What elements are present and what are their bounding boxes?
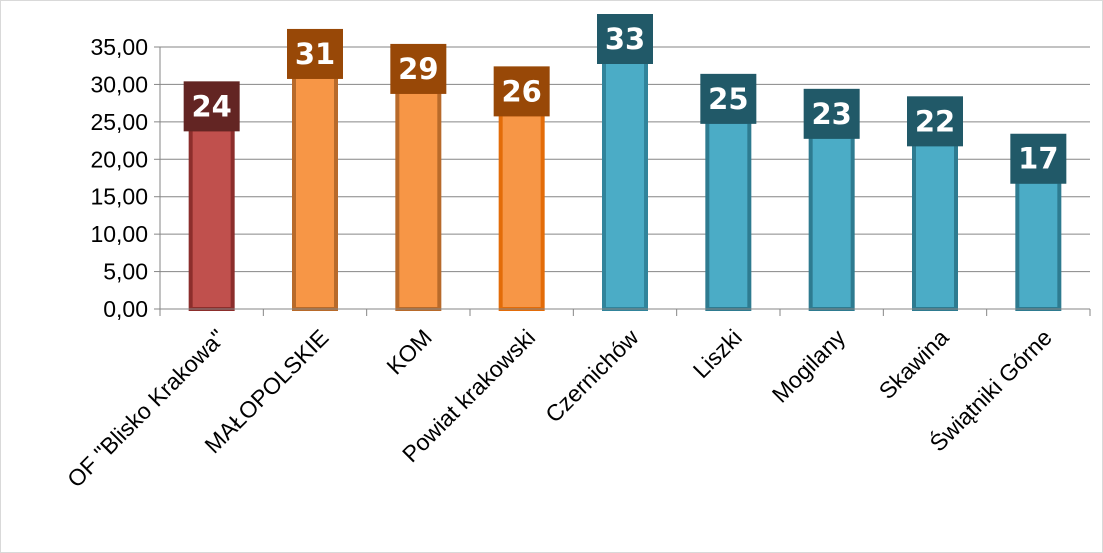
bar-2 [395, 89, 442, 311]
data-label-3: 26 [501, 74, 541, 108]
y-tick-label-3: 15,00 [90, 184, 148, 210]
data-label-2: 29 [398, 52, 438, 86]
data-label-box-1 [287, 28, 343, 79]
data-label-box-6 [803, 88, 860, 139]
data-label-8: 17 [1018, 142, 1058, 176]
y-tick-label-1: 5,00 [103, 259, 148, 285]
bar-6 [808, 134, 855, 311]
data-label-box-3 [493, 66, 550, 117]
data-label-box-5 [700, 73, 757, 124]
y-tick-label-6: 30,00 [90, 71, 148, 97]
bar-8 [1015, 179, 1062, 311]
data-label-box-8 [1010, 133, 1067, 184]
data-label-5: 25 [708, 82, 748, 116]
bar-0 [188, 127, 235, 311]
y-tick-label-0: 0,00 [103, 296, 148, 322]
bar-5 [705, 119, 752, 311]
data-label-box-4 [597, 14, 653, 64]
bar-3 [498, 112, 545, 311]
data-label-box-7 [907, 96, 963, 147]
bar-7 [912, 142, 958, 311]
y-tick-label-5: 25,00 [90, 109, 148, 135]
data-label-0: 24 [191, 89, 231, 123]
data-label-box-2 [390, 43, 447, 94]
data-label-4: 33 [605, 22, 645, 56]
data-label-7: 22 [915, 104, 955, 138]
y-axis: 0,00 5,00 10,00 15,00 20,00 25,00 30,00 35,00 [90, 34, 161, 322]
data-label-1: 31 [295, 37, 335, 71]
bar-4 [602, 59, 648, 311]
bar-1 [292, 74, 338, 311]
y-tick-label-4: 20,00 [90, 146, 148, 172]
data-label-6: 23 [811, 97, 851, 131]
data-label-box-0 [183, 81, 240, 132]
y-tick-label-7: 35,00 [90, 34, 148, 60]
y-tick-label-2: 10,00 [90, 221, 148, 247]
data-labels: 24 31 29 26 33 25 23 22 17 [183, 14, 1067, 184]
